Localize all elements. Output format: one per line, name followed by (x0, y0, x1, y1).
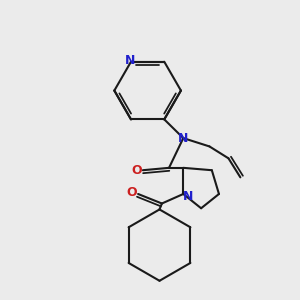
Text: O: O (132, 164, 142, 177)
Text: N: N (178, 132, 188, 145)
Text: N: N (183, 190, 193, 203)
Text: O: O (127, 186, 137, 199)
Text: N: N (124, 54, 135, 67)
